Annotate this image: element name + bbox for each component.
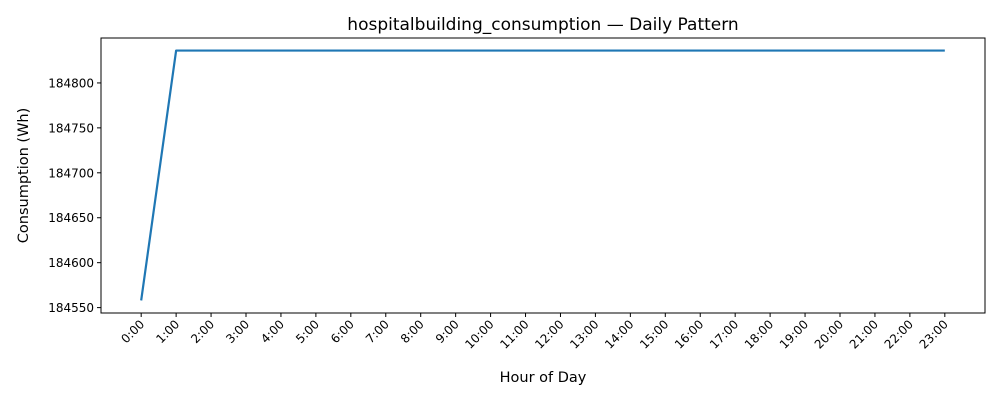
x-tick-label: 17:00 [707,317,741,351]
x-tick-label: 12:00 [532,317,566,351]
y-tick-label: 184750 [48,121,94,135]
series-line [140,49,945,301]
x-tick-label: 10:00 [462,317,496,351]
x-tick-label: 3:00 [223,317,252,346]
x-tick-label: 20:00 [812,317,846,351]
x-tick-label: 7:00 [363,317,392,346]
x-tick-label: 21:00 [847,317,881,351]
x-tick-label: 16:00 [672,317,706,351]
x-tick-label: 8:00 [398,317,427,346]
x-tick-label: 5:00 [293,317,322,346]
x-tick-label: 4:00 [258,317,287,346]
x-tick-label: 0:00 [118,317,147,346]
x-tick-label: 9:00 [433,317,462,346]
x-tick-label: 23:00 [917,317,951,351]
y-tick-label: 184700 [48,166,94,180]
x-tick-label: 19:00 [777,317,811,351]
y-axis-title: Consumption (Wh) [16,108,32,243]
y-tick-label: 184600 [48,256,94,270]
y-tick-label: 184550 [48,301,94,315]
x-tick-label: 15:00 [637,317,671,351]
plot-frame [100,37,986,314]
chart-title: hospitalbuilding_consumption — Daily Pat… [347,15,738,35]
x-tick-label: 22:00 [882,317,916,351]
x-tick-label: 2:00 [188,317,217,346]
y-tick-label: 184650 [48,211,94,225]
x-tick-label: 11:00 [497,317,531,351]
x-tick-label: 6:00 [328,317,357,346]
x-tick-label: 14:00 [602,317,636,351]
plot-area: 184550 184600 184650 184700 184750 184800 0:00… [48,49,951,352]
x-tick-label: 18:00 [742,317,776,351]
x-tick-label: 13:00 [567,317,601,351]
y-tick-label: 184800 [48,76,94,90]
x-axis-title: Hour of Day [500,370,587,386]
x-tick-label: 1:00 [153,317,182,346]
